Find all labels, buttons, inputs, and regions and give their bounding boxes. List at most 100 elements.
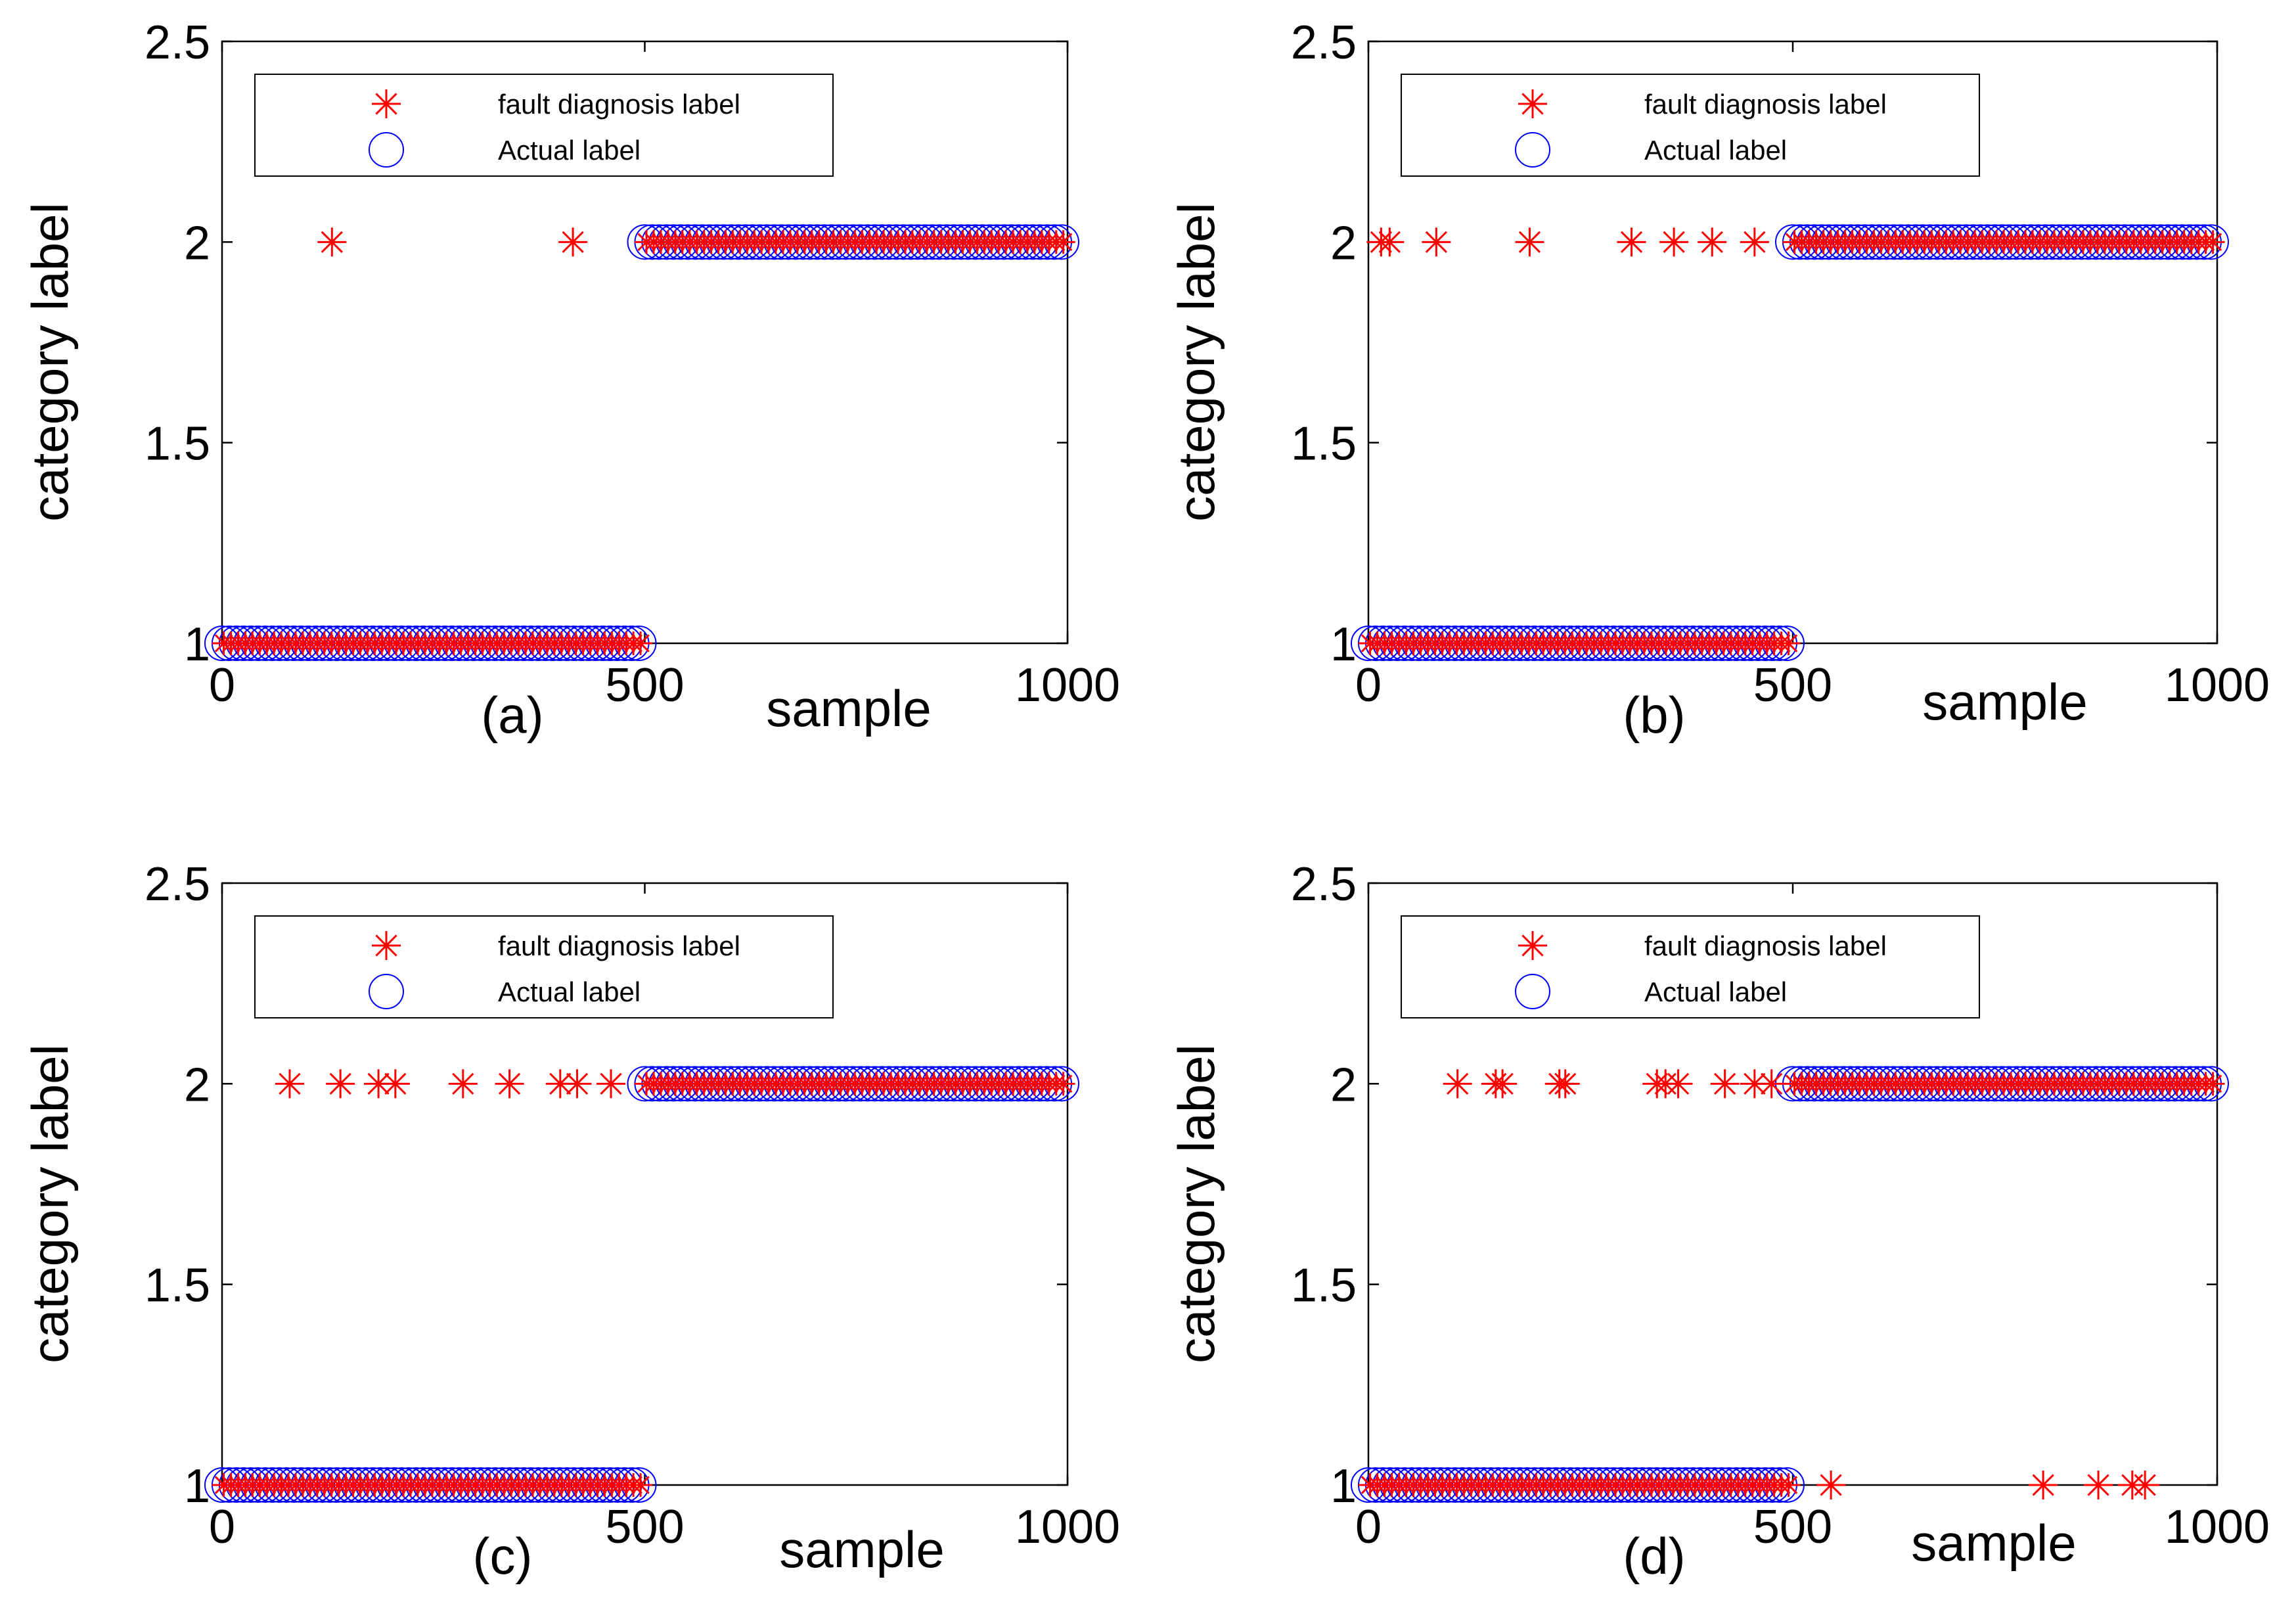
legend: fault diagnosis label Actual label xyxy=(254,915,834,1018)
legend-asterisk-icon-stroke xyxy=(1521,934,1544,957)
fault-outlier-point xyxy=(2084,1471,2113,1499)
fault-outlier-point xyxy=(1757,1069,1786,1099)
x-tick-label: 0 xyxy=(1355,1501,1382,1553)
fault-outlier-point-stroke xyxy=(1518,231,1541,253)
fault-outlier-point xyxy=(1663,1069,1693,1099)
panel-caption: (b) xyxy=(1623,686,1685,744)
fault-label-point-stroke xyxy=(2203,233,2222,252)
y-tick-label: 2 xyxy=(1330,217,1357,269)
fault-outlier-point-stroke xyxy=(1554,1072,1577,1095)
fault-outlier-point xyxy=(275,1069,304,1099)
fault-label-point-stroke xyxy=(1054,233,1073,252)
legend-asterisk-icon-stroke xyxy=(375,93,397,115)
legend-asterisk-icon xyxy=(372,931,401,960)
fault-label-series xyxy=(1782,230,2225,254)
legend-circle-icon xyxy=(1515,974,1550,1009)
fault-label-point xyxy=(2201,1072,2225,1096)
legend-asterisk-icon-stroke xyxy=(1521,93,1544,115)
legend-circle-icon xyxy=(1515,132,1550,168)
fault-label-point-stroke xyxy=(631,634,650,652)
fault-outlier-point xyxy=(1816,1471,1846,1499)
legend: fault diagnosis label Actual label xyxy=(1401,915,1980,1018)
legend-entry: Actual label xyxy=(498,135,641,166)
y-tick-label: 1.5 xyxy=(145,1260,210,1312)
x-tick-label: 500 xyxy=(1753,1501,1832,1553)
y-tick-label: 1 xyxy=(184,618,210,671)
fault-outlier-point xyxy=(1698,227,1727,257)
fault-outlier-point xyxy=(597,1069,626,1099)
fault-outlier-point-stroke xyxy=(2134,1474,2156,1496)
fault-label-point xyxy=(2201,230,2225,254)
legend: fault diagnosis label Actual label xyxy=(254,74,834,177)
fault-label-series xyxy=(212,1473,653,1497)
fault-outlier-point-stroke xyxy=(498,1072,521,1095)
fault-outlier-point xyxy=(1443,1069,1472,1099)
x-tick-label: 0 xyxy=(209,1501,235,1553)
panel-caption: (c) xyxy=(473,1527,533,1585)
fault-outlier-point-stroke xyxy=(562,231,584,253)
legend-entry: Actual label xyxy=(498,976,641,1007)
chart-panel-c: 1 1.5 2 2.5 0 500 1000 sample category label (c) f… xyxy=(21,858,1120,1585)
y-tick-label: 1 xyxy=(1330,618,1357,671)
fault-label-point xyxy=(629,1473,653,1497)
legend-box xyxy=(1401,915,1980,1018)
fault-outlier-point-stroke xyxy=(1714,1072,1736,1095)
fault-outlier-point-stroke xyxy=(452,1072,474,1095)
fault-outlier-point-stroke xyxy=(2032,1474,2054,1496)
legend-asterisk-icon-stroke xyxy=(375,934,397,957)
fault-label-series xyxy=(1782,1072,2225,1096)
fault-outlier-point-stroke xyxy=(1701,231,1723,253)
fault-outlier-point-stroke xyxy=(1744,1072,1766,1095)
fault-outlier-point-stroke xyxy=(1663,231,1685,253)
y-tick-label: 1 xyxy=(1330,1460,1357,1513)
fault-outlier-point-stroke xyxy=(2087,1474,2109,1496)
fault-label-point xyxy=(629,631,653,655)
legend-asterisk-icon xyxy=(1518,931,1547,960)
legend-asterisk-icon xyxy=(1518,89,1547,118)
fault-label-series xyxy=(635,230,1075,254)
fault-outlier-point xyxy=(1710,1069,1740,1099)
x-tick-label: 1000 xyxy=(1015,659,1120,712)
legend-box xyxy=(1401,74,1980,177)
legend-entry: fault diagnosis label xyxy=(498,89,740,120)
y-tick-label: 2.5 xyxy=(1291,16,1357,69)
actual-label-series xyxy=(627,224,1079,260)
y-tick-label: 2.5 xyxy=(1291,858,1357,911)
fault-outlier-point-stroke xyxy=(1620,231,1643,253)
fault-outlier-point xyxy=(2130,1471,2160,1499)
legend-box xyxy=(254,915,834,1018)
fault-outlier-point-stroke xyxy=(1425,231,1447,253)
panel-caption: (a) xyxy=(481,686,543,744)
fault-outlier-point-stroke xyxy=(384,1072,407,1095)
fault-outlier-point xyxy=(326,1069,355,1099)
chart-panel-a: 1 1.5 2 2.5 0 500 1000 sample category label (a) f… xyxy=(21,16,1120,744)
x-tick-label: 0 xyxy=(1355,659,1382,712)
fault-outlier-point xyxy=(380,1069,410,1099)
fault-outlier-point xyxy=(1515,227,1544,257)
fault-outlier-point xyxy=(2029,1471,2058,1499)
fault-label-series xyxy=(1358,1473,1801,1497)
y-axis-label: category label xyxy=(1167,1044,1225,1363)
x-axis-label: sample xyxy=(1922,673,2087,731)
y-tick-label: 2 xyxy=(184,1059,210,1111)
fault-label-series xyxy=(1358,631,1801,655)
legend-entry: fault diagnosis label xyxy=(498,930,740,961)
x-axis-label: sample xyxy=(766,679,931,737)
fault-outlier-point-stroke xyxy=(1761,1072,1783,1095)
fault-outlier-point xyxy=(1550,1069,1580,1099)
fault-label-point-stroke xyxy=(2203,1074,2222,1093)
fault-outlier-point xyxy=(545,1069,575,1099)
x-axis-label: sample xyxy=(1911,1514,2076,1572)
fault-label-point-stroke xyxy=(1779,634,1798,652)
x-tick-label: 500 xyxy=(605,659,684,712)
legend-entry: fault diagnosis label xyxy=(1644,89,1887,120)
y-tick-label: 1.5 xyxy=(1291,1260,1357,1312)
fault-label-point xyxy=(1051,230,1075,254)
y-axis-label: category label xyxy=(21,202,79,522)
fault-label-point-stroke xyxy=(1779,1476,1798,1494)
legend-circle-icon xyxy=(369,974,404,1009)
fault-outlier-point xyxy=(1375,227,1405,257)
fault-label-point xyxy=(1776,1473,1801,1497)
x-axis-label: sample xyxy=(779,1520,944,1578)
